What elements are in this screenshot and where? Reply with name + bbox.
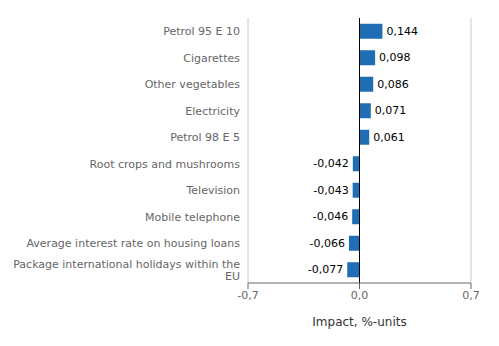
svg-text:Impact, %-units: Impact, %-units bbox=[312, 315, 406, 329]
svg-text:-0,7: -0,7 bbox=[237, 289, 258, 302]
svg-text:0,098: 0,098 bbox=[379, 51, 411, 64]
svg-text:Electricity: Electricity bbox=[185, 104, 240, 117]
svg-text:-0,043: -0,043 bbox=[313, 184, 348, 197]
svg-text:-0,077: -0,077 bbox=[308, 263, 343, 276]
svg-text:-0,042: -0,042 bbox=[313, 157, 348, 170]
svg-text:-0,066: -0,066 bbox=[310, 237, 345, 250]
svg-text:Petrol 98 E 5: Petrol 98 E 5 bbox=[170, 131, 240, 144]
svg-text:Package international holidays: Package international holidays within th… bbox=[13, 257, 240, 282]
svg-text:Television: Television bbox=[186, 184, 241, 197]
svg-text:0,7: 0,7 bbox=[462, 289, 480, 302]
svg-text:Root crops and mushrooms: Root crops and mushrooms bbox=[90, 157, 241, 170]
svg-text:-0,046: -0,046 bbox=[313, 210, 348, 223]
svg-text:Average interest rate on housi: Average interest rate on housing loans bbox=[26, 237, 240, 250]
svg-text:0,061: 0,061 bbox=[373, 131, 405, 144]
svg-text:0,086: 0,086 bbox=[377, 78, 409, 91]
svg-text:Petrol 95 E 10: Petrol 95 E 10 bbox=[163, 25, 240, 38]
svg-text:0,0: 0,0 bbox=[351, 289, 369, 302]
svg-text:Other vegetables: Other vegetables bbox=[145, 78, 241, 91]
svg-text:Cigarettes: Cigarettes bbox=[183, 51, 240, 64]
svg-text:Mobile telephone: Mobile telephone bbox=[145, 210, 240, 223]
svg-text:0,071: 0,071 bbox=[375, 104, 407, 117]
svg-text:0,144: 0,144 bbox=[386, 25, 418, 38]
